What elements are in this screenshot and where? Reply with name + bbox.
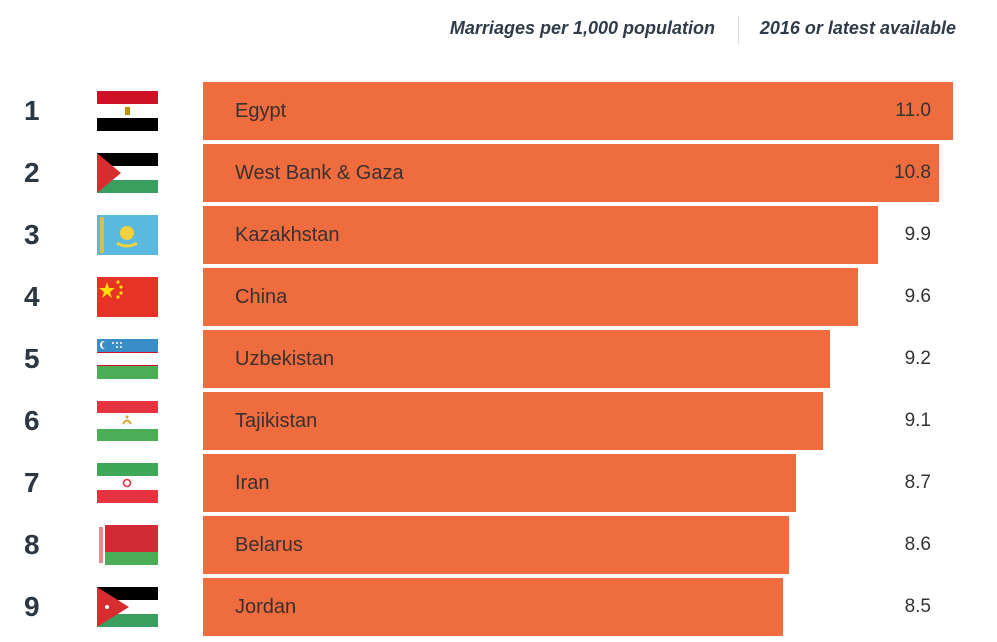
iran-flag-icon: [97, 463, 158, 503]
bar-label: Kazakhstan: [235, 224, 340, 246]
tajikistan-flag-icon: [97, 401, 158, 441]
chart-row: 2 West Bank & Gaza 10.8: [0, 144, 997, 202]
bar-label: Jordan: [235, 596, 297, 618]
uzbekistan-flag-icon: [97, 339, 158, 379]
jordan-flag-icon: [97, 587, 158, 627]
rank-number: 7: [24, 467, 40, 498]
chart-row: 7 Iran 8.7: [0, 454, 997, 512]
bar-label: Uzbekistan: [235, 348, 334, 370]
measure-label: Marriages per 1,000 population: [449, 18, 715, 38]
rank-number: 9: [24, 591, 40, 622]
rank-number: 6: [24, 405, 40, 436]
chart-row: 1 Egypt 11.0: [0, 82, 997, 140]
palestine-flag-icon: [97, 153, 158, 193]
data-label: 9.2: [904, 348, 931, 369]
data-label: 9.1: [904, 410, 931, 431]
data-label: 11.0: [895, 100, 931, 121]
chart-row: 4 China 9.6: [0, 268, 997, 326]
bar: [203, 82, 953, 140]
chart-header: Marriages per 1,000 population 2016 or l…: [0, 16, 997, 44]
chart-row: 8 Belarus 8.6: [0, 516, 997, 574]
kazakhstan-flag-icon: [97, 215, 158, 255]
data-label: 9.9: [904, 224, 931, 245]
rank-number: 8: [24, 529, 40, 560]
data-label: 9.6: [904, 286, 931, 307]
data-label: 10.8: [894, 162, 931, 183]
bar-label: West Bank & Gaza: [235, 162, 404, 184]
rank-number: 2: [24, 157, 40, 188]
bar-label: China: [235, 286, 288, 308]
bar: [203, 144, 939, 202]
bar: [203, 268, 858, 326]
belarus-flag-icon: [97, 525, 158, 565]
rank-number: 1: [24, 95, 40, 126]
rank-number: 5: [24, 343, 40, 374]
chart-row: 5 Uzbekistan 9.2: [0, 330, 997, 388]
chart-row: 9 Jordan 8.5: [0, 578, 997, 636]
china-flag-icon: [97, 277, 158, 317]
bar: [203, 206, 878, 264]
bar: [203, 516, 789, 574]
header-divider: [738, 16, 739, 44]
bar: [203, 454, 796, 512]
bar-label: Tajikistan: [235, 410, 318, 432]
bar: [203, 330, 830, 388]
period-label: 2016 or latest available: [759, 18, 956, 38]
egypt-flag-icon: [97, 91, 158, 131]
bar: [203, 392, 823, 450]
chart-row: 6 Tajikistan 9.1: [0, 392, 997, 450]
bar-label: Egypt: [235, 100, 287, 122]
rank-number: 3: [24, 219, 40, 250]
bar-label: Iran: [235, 472, 270, 494]
bar-label: Belarus: [235, 534, 303, 556]
rank-number: 4: [24, 281, 40, 312]
chart-row: 3 Kazakhstan 9.9: [0, 206, 997, 264]
data-label: 8.7: [904, 472, 931, 493]
bar: [203, 578, 783, 636]
data-label: 8.6: [904, 534, 931, 555]
data-label: 8.5: [904, 596, 931, 617]
